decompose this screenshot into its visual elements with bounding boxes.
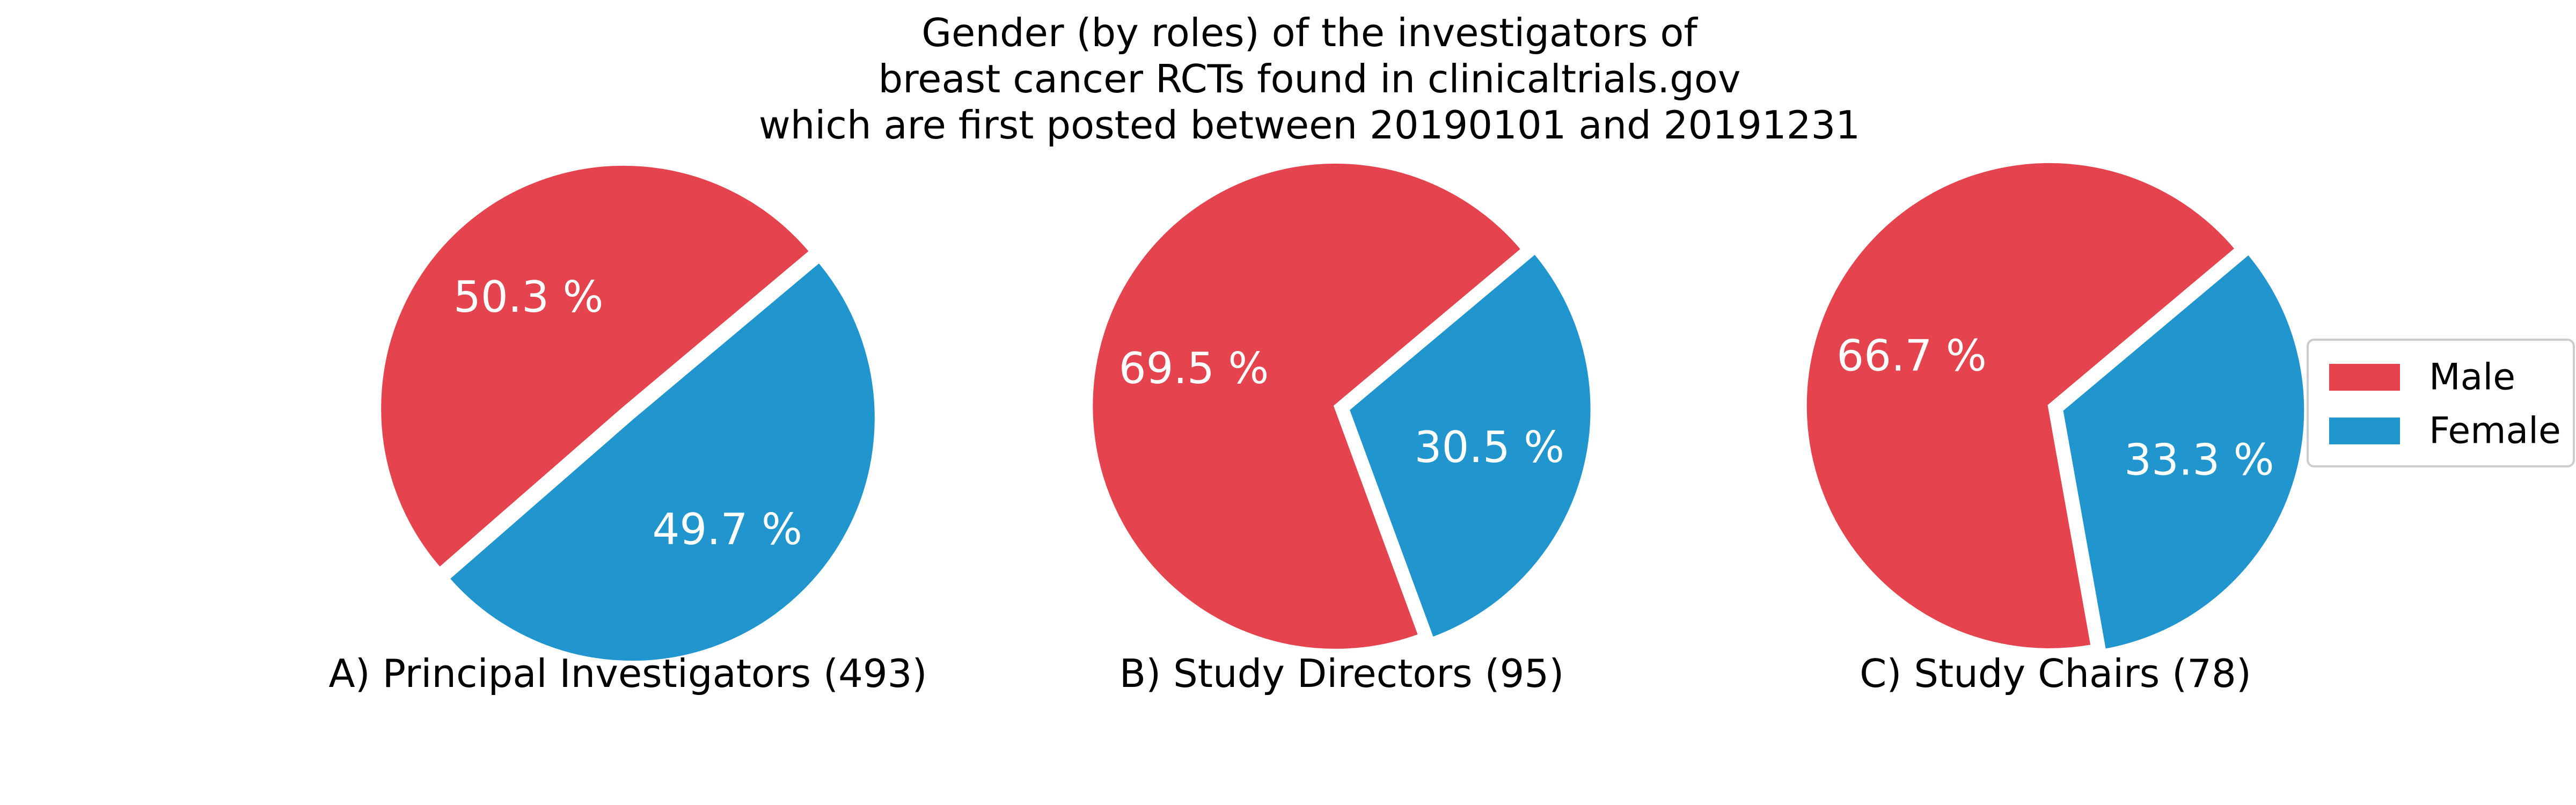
legend-swatch-male — [2329, 364, 2400, 391]
pie-1-slice-female — [445, 259, 878, 664]
pie-1-caption: A) Principal Investigators (493) — [328, 651, 927, 696]
pie-2-slice-female — [1346, 250, 1594, 641]
title-line-2: breast cancer RCTs found in clinicaltria… — [878, 56, 1740, 101]
pie-3-slice-female — [2060, 251, 2308, 653]
pie-3-label-male: 66.7 % — [1836, 331, 1987, 380]
title-line-3: which are first posted between 20190101 … — [759, 103, 1860, 148]
pies-group: 50.3 % 49.7 % A) Principal Investigators (… — [328, 159, 2308, 696]
chart-title: Gender (by roles) of the investigators o… — [759, 10, 1860, 148]
pie-3-caption: C) Study Chairs (78) — [1860, 651, 2251, 696]
legend-label-female: Female — [2429, 410, 2561, 452]
title-line-1: Gender (by roles) of the investigators o… — [921, 10, 1698, 55]
pie-1-slice-male — [378, 162, 813, 572]
pie-3-label-female: 33.3 % — [2124, 435, 2274, 485]
legend: Male Female — [2307, 339, 2575, 467]
legend-label-male: Male — [2429, 356, 2515, 399]
legend-swatch-female — [2329, 418, 2400, 444]
pie-1-label-female: 49.7 % — [652, 504, 802, 554]
pie-3-slice-male — [1803, 159, 2239, 652]
pie-2-caption: B) Study Directors (95) — [1119, 651, 1564, 696]
pie-2-label-male: 69.5 % — [1119, 343, 1269, 393]
pie-2-slice-male — [1089, 160, 1525, 652]
pie-1-label-male: 50.3 % — [453, 272, 604, 322]
pie-2-label-female: 30.5 % — [1415, 422, 1565, 472]
